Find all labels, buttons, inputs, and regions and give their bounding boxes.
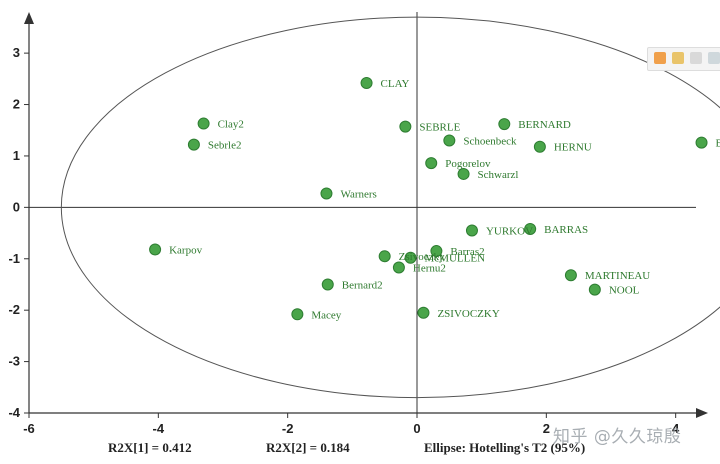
y-tick-label: -2 bbox=[8, 302, 20, 317]
x-tick-label: 0 bbox=[413, 421, 420, 436]
point-label-mcmullen: McMULLEN bbox=[425, 253, 486, 265]
y-axis-arrow bbox=[24, 12, 34, 24]
point-barras[interactable] bbox=[524, 222, 537, 235]
point-karpov[interactable] bbox=[149, 243, 162, 256]
points-layer bbox=[149, 76, 708, 321]
y-tick-label: 3 bbox=[13, 45, 20, 60]
point-pogorelov[interactable] bbox=[425, 157, 438, 170]
point-nool[interactable] bbox=[588, 283, 601, 296]
point-zsivoczky[interactable] bbox=[417, 306, 430, 319]
point-label-hernu: HERNU bbox=[554, 142, 592, 154]
zoom-icon[interactable] bbox=[654, 52, 666, 64]
point-label-bernard2: Bernard2 bbox=[342, 279, 383, 291]
x-tick-label: -2 bbox=[282, 421, 294, 436]
watermark-text: 知乎 @久久琼殷 bbox=[553, 427, 682, 447]
point-label-barras2: Barras2 bbox=[450, 246, 484, 258]
point-label-bernard: BERNARD bbox=[518, 119, 571, 131]
point-clay[interactable] bbox=[360, 76, 373, 89]
point-sebrle2[interactable] bbox=[187, 138, 200, 151]
point-barras2[interactable] bbox=[430, 245, 443, 258]
point-schoenbeck[interactable] bbox=[443, 134, 456, 147]
point-label-zsivoczky: Zsivoczky bbox=[399, 251, 445, 263]
point-schwarzl[interactable] bbox=[457, 167, 470, 180]
y-tick-label: 1 bbox=[13, 148, 20, 163]
x-tick-label: -6 bbox=[23, 421, 35, 436]
point-hernu2[interactable] bbox=[392, 261, 405, 274]
r2x1-label: R2X[1] = 0.412 bbox=[108, 440, 192, 455]
point-clay2[interactable] bbox=[197, 117, 210, 130]
select-icon[interactable] bbox=[690, 52, 702, 64]
point-label-yurkov: YURKOV bbox=[486, 225, 533, 237]
x-axis-arrow bbox=[696, 408, 708, 418]
point-label-clay2: Clay2 bbox=[218, 119, 244, 131]
point-label-hernu2: Hernu2 bbox=[413, 263, 446, 275]
hotelling-ellipse bbox=[60, 16, 720, 399]
point-yurkov[interactable] bbox=[465, 224, 478, 237]
point-label-schoenbeck: Schoenbeck bbox=[463, 136, 517, 148]
y-tick-label: -1 bbox=[8, 251, 20, 266]
point-label-karpov: Karpov bbox=[169, 245, 202, 257]
point-label-barras: BARRAS bbox=[544, 224, 588, 236]
point-label-nool: NOOL bbox=[609, 285, 640, 297]
point-warners[interactable] bbox=[320, 187, 333, 200]
point-bernard[interactable] bbox=[498, 118, 511, 131]
search-icon[interactable] bbox=[708, 52, 720, 64]
point-bourguigno[interactable] bbox=[695, 136, 708, 149]
point-label-clay: CLAY bbox=[381, 78, 410, 90]
point-zsivoczky[interactable] bbox=[378, 250, 391, 263]
y-tick-label: -4 bbox=[8, 405, 20, 420]
plot-toolbar bbox=[647, 47, 720, 71]
copy-icon[interactable] bbox=[672, 52, 684, 64]
axes-layer bbox=[24, 12, 708, 418]
ellipse-note-label: Ellipse: Hotelling's T2 (95%) bbox=[424, 440, 585, 455]
x-tick-label: 2 bbox=[543, 421, 550, 436]
x-tick-label: -4 bbox=[153, 421, 165, 436]
point-label-bourguigno: BOURGUIGNO bbox=[716, 138, 720, 150]
point-label-macey: Macey bbox=[311, 309, 341, 321]
y-tick-label: -3 bbox=[8, 354, 20, 369]
x-tick-label: 4 bbox=[672, 421, 680, 436]
y-tick-label: 0 bbox=[13, 199, 20, 214]
point-label-sebrle: SEBRLE bbox=[419, 122, 460, 134]
point-label-warners: Warners bbox=[340, 188, 376, 200]
point-sebrle[interactable] bbox=[399, 120, 412, 133]
r2x2-label: R2X[2] = 0.184 bbox=[266, 440, 350, 455]
point-bernard2[interactable] bbox=[321, 278, 334, 291]
point-mcmullen[interactable] bbox=[404, 251, 417, 264]
hotelling-ellipse-shape bbox=[60, 16, 720, 399]
point-martineau[interactable] bbox=[564, 269, 577, 282]
point-label-martineau: MARTINEAU bbox=[585, 270, 650, 282]
point-label-pogorelov: Pogorelov bbox=[445, 158, 491, 170]
point-label-sebrle2: Sebrle2 bbox=[208, 140, 242, 152]
point-hernu[interactable] bbox=[533, 140, 546, 153]
point-macey[interactable] bbox=[291, 308, 304, 321]
y-tick-label: 2 bbox=[13, 97, 20, 112]
point-label-schwarzl: Schwarzl bbox=[478, 169, 519, 181]
point-label-zsivoczky: ZSIVOCZKY bbox=[437, 308, 499, 320]
